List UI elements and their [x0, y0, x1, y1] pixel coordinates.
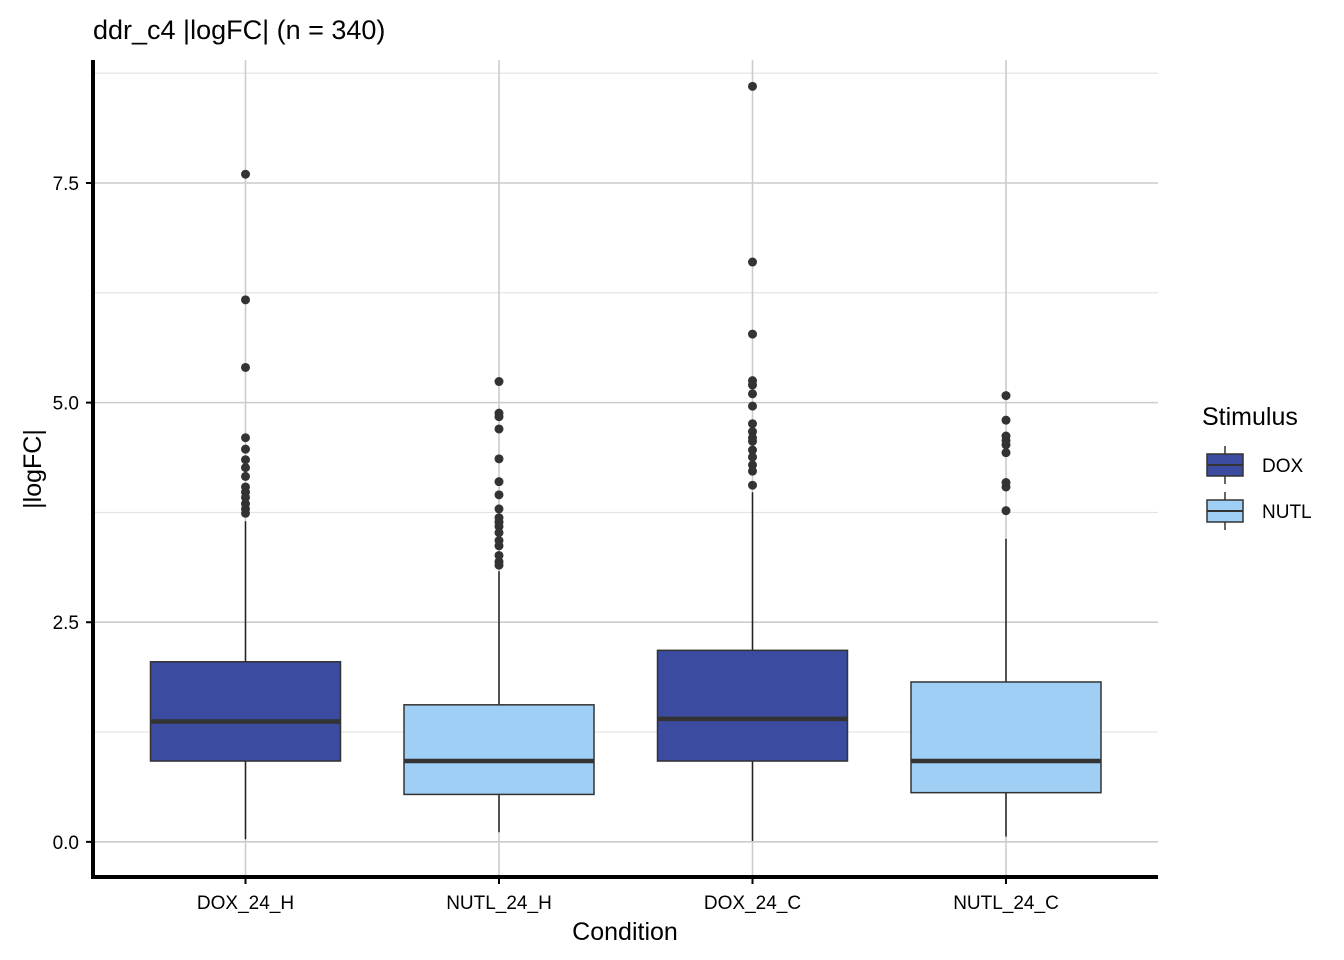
box-DOX_24_H [149, 169, 342, 840]
outlier-point [494, 560, 504, 570]
x-tick-label: DOX_24_H [197, 893, 294, 914]
x-tick-label: DOX_24_C [704, 893, 801, 914]
box-body [656, 649, 849, 762]
outlier-point [748, 445, 757, 455]
x-tick-label: NUTL_24_C [953, 893, 1059, 914]
box-NUTL_24_H [403, 377, 595, 833]
outlier-point [748, 329, 757, 339]
legend-label: NUTL [1262, 502, 1312, 523]
x-ticks: DOX_24_H NUTL_24_H DOX_24_C NUTL_24_C [197, 877, 1059, 914]
outlier-point [1001, 440, 1011, 450]
outlier-point [748, 480, 757, 490]
outlier-point [494, 541, 504, 551]
outlier-point [748, 81, 757, 91]
legend-item-dox: DOX [1206, 446, 1304, 484]
outlier-point [494, 377, 504, 387]
outlier-point [1001, 506, 1011, 516]
legend-label: DOX [1262, 456, 1304, 477]
box-NUTL_24_C [910, 391, 1102, 837]
y-tick-label: 7.5 [53, 174, 79, 195]
y-axis-title: |logFC| [19, 429, 47, 509]
outlier-point [1001, 448, 1011, 458]
outlier-point [748, 460, 757, 470]
outlier-point [241, 455, 250, 465]
legend-title: Stimulus [1202, 403, 1298, 431]
outlier-point [748, 380, 757, 390]
outlier-point [494, 424, 504, 434]
outlier-point [494, 477, 504, 487]
chart-title: ddr_c4 |logFC| (n = 340) [93, 15, 385, 45]
outlier-point [748, 452, 757, 462]
y-ticks: 0.0 2.5 5.0 7.5 [53, 174, 93, 854]
outlier-point [494, 528, 504, 538]
outlier-point [748, 466, 757, 476]
axes [91, 60, 1158, 879]
outlier-point [241, 433, 250, 443]
outlier-point [1001, 482, 1011, 492]
outlier-point [241, 295, 250, 305]
outlier-point [748, 436, 757, 446]
outlier-point [748, 257, 757, 267]
y-tick-label: 0.0 [53, 833, 79, 854]
outlier-point [494, 550, 504, 560]
outlier-point [494, 521, 504, 531]
outlier-point [748, 401, 757, 411]
boxes [149, 81, 1102, 841]
outlier-point [1001, 415, 1011, 425]
box-body [149, 661, 342, 762]
y-tick-label: 5.0 [53, 394, 79, 415]
y-tick-label: 2.5 [53, 613, 79, 634]
outlier-point [241, 508, 250, 518]
outlier-point [494, 490, 504, 500]
outlier-point [748, 427, 757, 437]
outlier-point [241, 169, 250, 179]
outlier-point [748, 389, 757, 399]
outlier-point [241, 362, 250, 372]
outlier-point [1001, 391, 1011, 401]
outlier-point [241, 463, 250, 473]
box-body [403, 704, 595, 796]
box-DOX_24_C [656, 81, 849, 841]
outlier-point [494, 454, 504, 464]
box-body [910, 681, 1102, 794]
legend: Stimulus DOX NUTL [1202, 403, 1312, 530]
legend-item-nutl: NUTL [1206, 492, 1312, 530]
x-tick-label: NUTL_24_H [446, 893, 552, 914]
legend-items: DOX NUTL [1206, 446, 1312, 530]
outlier-point [748, 419, 757, 429]
x-axis-title: Condition [572, 918, 678, 946]
outlier-point [241, 471, 250, 481]
outlier-point [494, 504, 504, 514]
outlier-point [241, 492, 250, 502]
outlier-point [241, 444, 250, 454]
outlier-point [494, 412, 504, 422]
